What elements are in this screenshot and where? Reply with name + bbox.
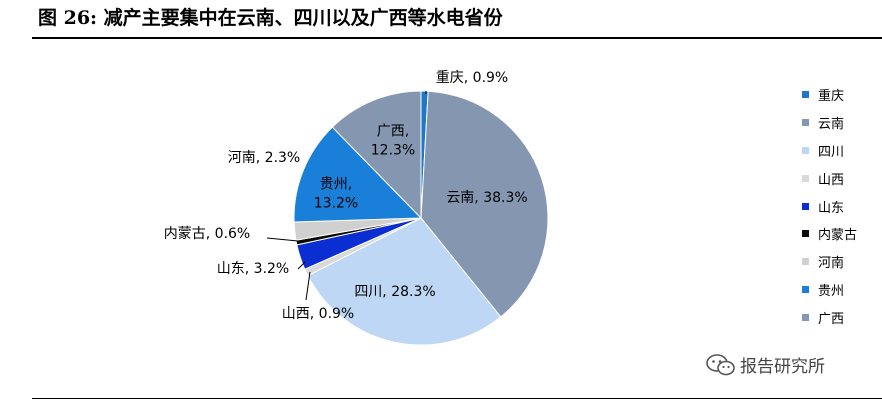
data-label-4: 山西, 0.9%	[282, 306, 354, 322]
legend-swatch	[802, 202, 809, 210]
figure-title: 图 26: 减产主要集中在云南、四川以及广西等水电省份	[38, 7, 503, 29]
bottom-rule	[32, 398, 882, 399]
legend-label: 四川	[818, 144, 845, 160]
data-labels: 重庆, 0.9% 云南, 38.3% 四川, 28.3%山西, 0.9% 山东, 3.…	[164, 70, 528, 322]
legend-swatch	[802, 146, 809, 154]
legend-item-7: 河南	[802, 248, 857, 276]
legend-label: 重庆	[818, 89, 845, 105]
pie-slices	[293, 90, 549, 346]
pie-slice-8	[293, 126, 423, 223]
legend-swatch	[802, 91, 809, 99]
legend-item-4: 山西	[802, 164, 857, 192]
data-label-8: 贵州, 13.2%	[314, 177, 358, 212]
legend-item-1: 重庆	[802, 81, 857, 109]
legend-item-6: 内蒙古	[802, 220, 857, 248]
pie-slice-3	[307, 217, 502, 346]
data-label-7: 河南, 2.3%	[228, 150, 300, 166]
legend-swatch	[802, 285, 809, 293]
top-rule	[32, 37, 882, 39]
watermark: 报告研究所	[706, 352, 825, 377]
pie-slice-2	[420, 90, 549, 318]
legend-swatch	[802, 313, 809, 321]
legend-swatch	[802, 258, 809, 266]
legend-item-3: 四川	[802, 137, 857, 165]
legend-label: 云南	[818, 117, 845, 133]
legend-swatch	[802, 230, 809, 238]
legend-item-5: 山东	[802, 192, 857, 220]
leader-line-6	[266, 237, 299, 242]
data-label-2: 云南, 38.3%	[446, 190, 527, 206]
leader-line-4	[305, 271, 311, 301]
data-label-1: 重庆, 0.9%	[436, 70, 508, 86]
watermark-text: 报告研究所	[740, 357, 825, 377]
data-label-6: 内蒙古, 0.6%	[164, 226, 250, 242]
legend-label: 河南	[818, 256, 845, 272]
legend-label: 内蒙古	[818, 228, 858, 244]
legend-swatch	[802, 174, 809, 182]
data-label-9: 广西, 12.3%	[371, 124, 415, 159]
pie-slice-9	[331, 90, 422, 220]
data-label-5: 山东, 3.2%	[217, 261, 289, 277]
legend-label: 广西	[818, 311, 845, 327]
legend-item-9: 广西	[802, 303, 857, 331]
wechat-icon	[706, 353, 735, 375]
legend-label: 山西	[818, 172, 845, 188]
legend-swatch	[802, 119, 809, 127]
leader-line-5	[297, 261, 306, 270]
data-label-3: 四川, 28.3%	[354, 284, 435, 300]
legend-label: 贵州	[818, 283, 845, 299]
legend: 重庆云南四川山西山东内蒙古河南贵州广西	[802, 81, 857, 331]
legend-item-2: 云南	[802, 109, 857, 137]
legend-item-8: 贵州	[802, 276, 857, 304]
leader-lines	[266, 91, 427, 301]
legend-label: 山东	[818, 200, 845, 216]
